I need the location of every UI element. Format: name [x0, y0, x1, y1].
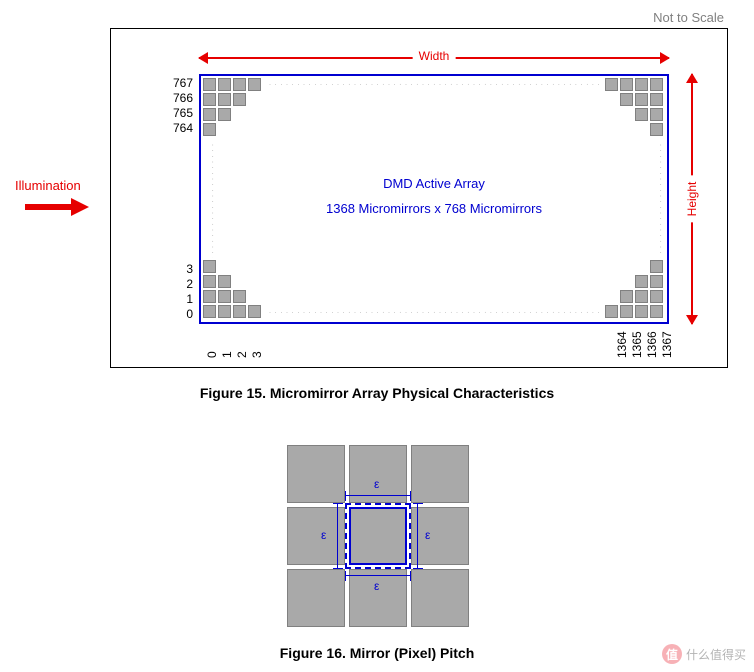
mirror-cluster-top-left — [203, 78, 263, 138]
illumination-label: Illumination — [15, 178, 81, 193]
height-dimension-arrow: Height — [691, 74, 693, 324]
width-dimension-arrow: Width — [199, 57, 669, 59]
epsilon-label: ε — [321, 528, 326, 542]
mirror-cluster-bottom-left — [203, 260, 263, 320]
figure-16-diagram: ε ε ε ε — [272, 430, 482, 640]
illumination-arrow — [25, 198, 95, 216]
ellipsis-dots: · · · · · · · · · · · · · · · · · · · · … — [269, 310, 603, 316]
not-to-scale-note: Not to Scale — [653, 10, 724, 25]
pixel-mirror — [411, 569, 469, 627]
ellipsis-dots: · · · · · · · · · · · · · · · · · · · · … — [269, 82, 603, 88]
pitch-measure — [413, 503, 423, 569]
row-label: 767 — [163, 76, 193, 90]
row-label: 765 — [163, 106, 193, 120]
pixel-mirror — [287, 569, 345, 627]
mirror-cluster-bottom-right — [605, 260, 665, 320]
pitch-measure — [333, 503, 343, 569]
row-label: 764 — [163, 121, 193, 135]
active-array-title: DMD Active Array — [201, 176, 667, 191]
height-label: Height — [685, 176, 699, 223]
ellipsis-dots: · · · · · · · · · · · · · · · · · · · · … — [653, 144, 663, 258]
ellipsis-dots: · · · · · · · · · · · · · · · · · · · · … — [205, 144, 215, 258]
width-label: Width — [413, 49, 456, 63]
pitch-measure — [345, 491, 411, 501]
row-label: 766 — [163, 91, 193, 105]
dmd-active-array-outline: DMD Active Array 1368 Micromirrors x 768… — [199, 74, 669, 324]
epsilon-label: ε — [425, 528, 430, 542]
mirror-cluster-top-right — [605, 78, 665, 138]
watermark-logo-icon: 值 — [662, 644, 682, 664]
epsilon-label: ε — [374, 477, 379, 491]
watermark: 值 什么值得买 — [662, 644, 746, 664]
active-array-dimensions: 1368 Micromirrors x 768 Micromirrors — [201, 201, 667, 216]
epsilon-label: ε — [374, 579, 379, 593]
figure-16-caption: Figure 16. Mirror (Pixel) Pitch — [0, 645, 754, 661]
pixel-mirror — [287, 445, 345, 503]
figure-15-frame: Width Height DMD Active Array 1368 Micro… — [110, 28, 728, 368]
watermark-text: 什么值得买 — [686, 646, 746, 663]
figure-15-caption: Figure 15. Micromirror Array Physical Ch… — [0, 385, 754, 401]
pixel-mirror — [411, 445, 469, 503]
center-pixel-outline — [349, 507, 407, 565]
